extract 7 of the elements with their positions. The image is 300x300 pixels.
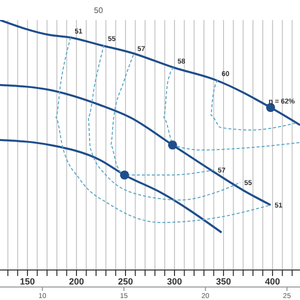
- text: 50: [94, 6, 103, 15]
- x-tick-label: 250: [118, 276, 134, 286]
- x-tick-label: 300: [166, 276, 182, 286]
- x-tick-label: 400: [265, 276, 280, 286]
- x-tick-label: 150: [20, 276, 35, 286]
- x-tick-label: 200: [68, 276, 84, 286]
- x-tick-label: 350: [216, 276, 232, 286]
